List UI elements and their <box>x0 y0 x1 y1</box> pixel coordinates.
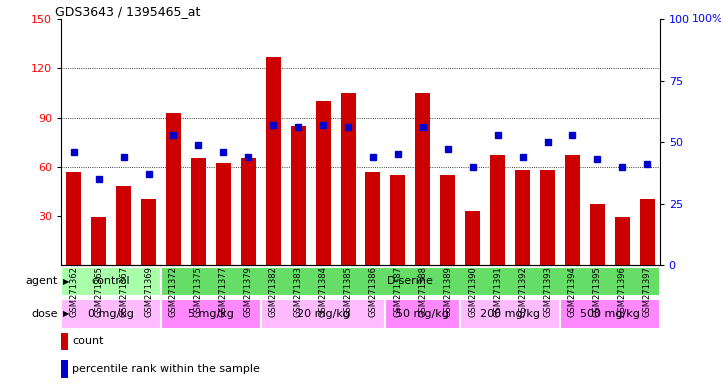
Bar <box>366 172 381 265</box>
Text: 0 mg/kg: 0 mg/kg <box>88 309 134 319</box>
Text: 5 mg/kg: 5 mg/kg <box>188 309 234 319</box>
Y-axis label: 100%: 100% <box>691 14 721 24</box>
Bar <box>441 175 455 265</box>
Bar <box>241 159 256 265</box>
Text: ▶: ▶ <box>63 310 69 318</box>
Bar <box>540 170 555 265</box>
Text: percentile rank within the sample: percentile rank within the sample <box>72 364 260 374</box>
Bar <box>61 360 68 378</box>
Bar <box>141 199 156 265</box>
Text: ▶: ▶ <box>63 277 69 286</box>
Bar <box>460 299 560 329</box>
Bar <box>91 217 106 265</box>
Bar <box>560 299 660 329</box>
Bar <box>316 101 330 265</box>
Bar <box>640 199 655 265</box>
Bar <box>590 204 605 265</box>
Bar <box>565 155 580 265</box>
Bar <box>386 299 460 329</box>
Text: D-serine: D-serine <box>387 276 434 286</box>
Bar <box>615 217 630 265</box>
Text: 200 mg/kg: 200 mg/kg <box>480 309 540 319</box>
Text: dose: dose <box>31 309 58 319</box>
Bar <box>261 299 386 329</box>
Text: control: control <box>92 276 131 286</box>
Bar <box>61 333 68 350</box>
Bar <box>490 155 505 265</box>
Bar <box>116 186 131 265</box>
Bar <box>465 211 480 265</box>
Bar <box>415 93 430 265</box>
Bar <box>291 126 306 265</box>
Bar <box>216 163 231 265</box>
Bar <box>161 299 261 329</box>
Bar <box>166 113 181 265</box>
Text: agent: agent <box>25 276 58 286</box>
Text: 50 mg/kg: 50 mg/kg <box>397 309 449 319</box>
Bar <box>66 172 81 265</box>
Text: 20 mg/kg: 20 mg/kg <box>296 309 350 319</box>
Bar <box>191 159 206 265</box>
Bar <box>61 299 161 329</box>
Bar <box>340 93 355 265</box>
Bar <box>391 175 405 265</box>
Text: GDS3643 / 1395465_at: GDS3643 / 1395465_at <box>56 5 200 18</box>
Text: 500 mg/kg: 500 mg/kg <box>580 309 640 319</box>
Bar <box>515 170 530 265</box>
Bar <box>161 266 660 296</box>
Bar <box>61 266 161 296</box>
Text: count: count <box>72 336 104 346</box>
Bar <box>266 57 280 265</box>
